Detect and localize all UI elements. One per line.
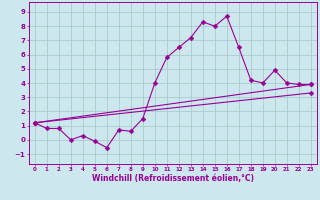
X-axis label: Windchill (Refroidissement éolien,°C): Windchill (Refroidissement éolien,°C) (92, 174, 254, 183)
